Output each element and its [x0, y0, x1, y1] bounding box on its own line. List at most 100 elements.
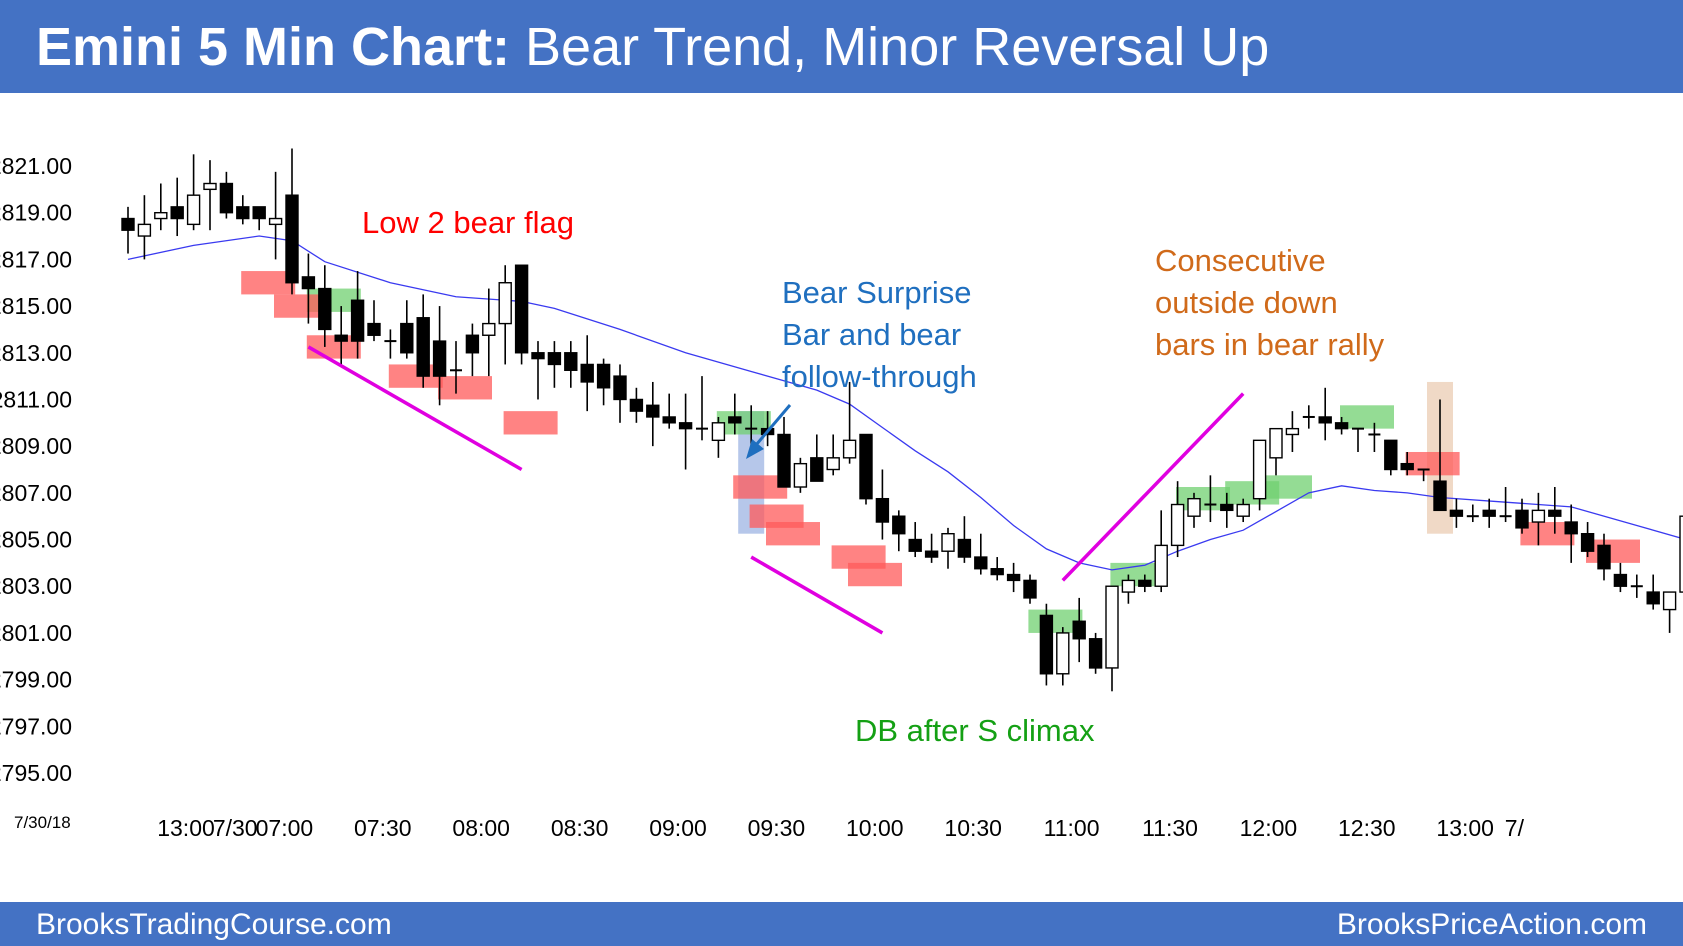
trend-line	[750, 555, 884, 635]
bear-candle-body	[121, 217, 135, 231]
bear-candle-body	[957, 538, 972, 558]
candle	[1417, 468, 1430, 482]
bear-candle-body	[465, 334, 480, 354]
bear-candle-body	[547, 352, 562, 366]
candle	[1056, 627, 1070, 686]
chart-title: Emini 5 Min Chart: Bear Trend, Minor Rev…	[36, 12, 1269, 82]
candle	[154, 183, 168, 231]
footer-left-link[interactable]: BrooksTradingCourse.com	[36, 908, 392, 941]
candle	[1613, 562, 1628, 593]
bear-candle-body	[662, 416, 676, 424]
candle	[924, 533, 939, 563]
chart-annotation: DB after S climax	[855, 713, 1095, 748]
bull-candle-body	[1056, 632, 1070, 675]
candle	[301, 253, 316, 324]
candle	[268, 171, 283, 260]
bull-candle-body	[203, 182, 217, 191]
bear-candle-body	[219, 182, 234, 214]
annotation-arrow	[754, 404, 792, 446]
bear-candle-body	[1220, 503, 1234, 512]
bear-candle-body	[629, 398, 644, 412]
chart-annotation: outside down	[1155, 285, 1338, 320]
candle	[957, 516, 972, 563]
bear-candle-body	[1482, 509, 1496, 517]
candle	[1187, 492, 1201, 528]
annotation-arrowhead	[746, 439, 764, 459]
x-tick-label: 09:00	[649, 815, 707, 841]
bull-candle-body	[1105, 585, 1119, 669]
bull-candle-body	[498, 282, 512, 325]
candle	[1334, 416, 1349, 435]
candle	[186, 154, 201, 231]
y-tick-label: 2797.00	[0, 713, 72, 739]
x-tick-label: 10:00	[846, 815, 904, 841]
header-bar: Emini 5 Min Chart: Bear Trend, Minor Rev…	[0, 0, 1683, 93]
candle	[334, 306, 348, 365]
bull-candle-body	[137, 223, 152, 237]
bear-candle-body	[974, 556, 988, 570]
chart-title-bold: Emini 5 Min Chart:	[36, 17, 511, 77]
bear-signal-highlight	[848, 562, 902, 587]
candle	[580, 335, 594, 412]
footer-right-link[interactable]: BrooksPriceAction.com	[1336, 908, 1647, 941]
trend-line	[1061, 392, 1245, 582]
candle	[826, 434, 840, 476]
bear-candle-body	[1646, 591, 1660, 605]
candle	[450, 341, 462, 394]
bear-candle-body	[236, 206, 250, 220]
bear-candle-body	[1433, 480, 1447, 512]
x-tick-label: 10:30	[944, 815, 1002, 841]
bull-candle-body	[1285, 427, 1300, 436]
candle	[1138, 574, 1152, 593]
y-tick-label: 2807.00	[0, 480, 72, 506]
bear-candle-body	[596, 363, 611, 389]
bear-candle-body	[646, 404, 660, 418]
bull-candle-body	[482, 322, 496, 336]
y-tick-label: 2801.00	[0, 620, 72, 646]
candle	[1531, 492, 1546, 546]
bear-candle-body	[1039, 614, 1054, 675]
candle	[678, 393, 693, 470]
candle	[564, 341, 578, 388]
bear-candle-body	[514, 264, 529, 354]
bull-candle-body	[1236, 503, 1250, 517]
chart-annotation: follow-through	[782, 359, 977, 394]
bear-candle-body	[1318, 416, 1332, 424]
x-tick-label: 08:00	[452, 815, 510, 841]
candle	[1088, 632, 1103, 674]
bull-signal-highlight	[1258, 475, 1312, 499]
bear-candle-body	[1580, 533, 1595, 552]
candle	[1302, 405, 1315, 429]
bear-candle-body	[1334, 422, 1349, 430]
bear-candle-body	[350, 299, 365, 342]
x-tick-label: 08:30	[551, 815, 609, 841]
candle	[137, 195, 152, 260]
bull-candle-body	[1154, 544, 1168, 587]
x-tick-label: 12:00	[1240, 815, 1298, 841]
candle	[1236, 498, 1250, 523]
bear-candle-body	[892, 515, 906, 535]
candle	[990, 557, 1004, 581]
candle	[400, 300, 414, 359]
bull-candle-body	[268, 217, 283, 226]
bear-candle-body	[1384, 439, 1398, 471]
candle	[1400, 451, 1414, 476]
bear-candle-body	[1023, 579, 1037, 599]
y-tick-label: 2799.00	[0, 667, 72, 693]
chart-annotation: Low 2 bear flag	[362, 205, 574, 240]
footer-bar: BrooksTradingCourse.com BrooksPriceActio…	[0, 902, 1683, 946]
candle	[613, 364, 627, 423]
candle	[1368, 422, 1381, 452]
trend-line	[307, 345, 523, 472]
candle	[1352, 427, 1364, 452]
candle	[416, 294, 430, 388]
bull-candle-body	[1269, 427, 1283, 459]
bear-candle-body	[1138, 579, 1152, 587]
candle	[1384, 439, 1398, 476]
y-tick-label: 2803.00	[0, 573, 72, 599]
bear-candle-body	[908, 538, 922, 552]
chart-annotation: Bear Surprise	[782, 275, 972, 310]
bear-candle-body	[318, 287, 332, 331]
candle	[285, 148, 299, 295]
candle	[1564, 504, 1578, 563]
